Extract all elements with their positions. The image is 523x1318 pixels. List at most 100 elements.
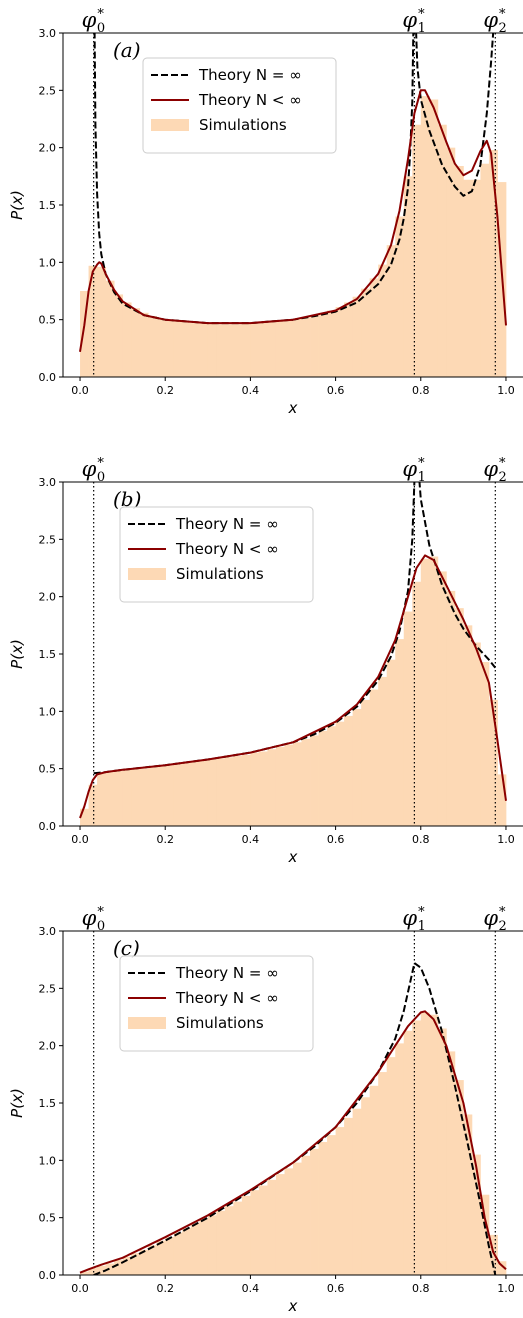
histogram-bar — [156, 318, 166, 377]
histogram-bar — [258, 1185, 268, 1275]
x-tick-label: 0.2 — [156, 384, 174, 397]
panel-2: 0.0 0.5 1.0 1.5 2.0 2.5 3.0 0.0 0.2 0.4 0.6 0.8 1.0 x… — [8, 456, 523, 866]
histogram-bar — [395, 1043, 405, 1275]
histogram-bar — [122, 769, 132, 826]
histogram-bar — [497, 774, 507, 826]
histogram-bar — [352, 1108, 362, 1275]
plot-area — [79, 482, 507, 826]
histogram-bar — [454, 1080, 464, 1275]
legend-box — [142, 57, 337, 154]
histogram-bar — [190, 323, 200, 377]
x-tick-label: 0.0 — [71, 1282, 89, 1295]
histogram-bar — [114, 770, 124, 826]
x-tick-label: 1.0 — [497, 1282, 515, 1295]
legend-swatch-fill — [128, 568, 166, 580]
histogram-bar — [139, 768, 149, 826]
histogram-bar — [293, 1162, 302, 1275]
x-tick-label: 0.8 — [412, 384, 430, 397]
histogram-bar — [352, 709, 362, 826]
histogram-bar — [344, 302, 354, 377]
curve-theory-inf — [93, 962, 497, 1275]
histogram-bar — [429, 99, 439, 377]
histogram-bar — [454, 608, 464, 826]
histogram-bar — [344, 1117, 354, 1275]
histogram-bar — [233, 324, 243, 377]
histogram-bar — [275, 746, 285, 826]
histogram-bar — [369, 1085, 379, 1275]
histogram-bar — [352, 296, 362, 377]
histogram-bar — [88, 265, 98, 377]
histogram-bar — [437, 571, 447, 826]
histogram-bar — [190, 1223, 200, 1275]
panel-1: 0.0 0.5 1.0 1.5 2.0 2.5 3.0 0.0 0.2 0.4 0.6 0.8 1.0 x… — [8, 7, 523, 417]
histogram-bar — [327, 310, 336, 377]
histogram-bar — [80, 291, 89, 377]
histogram-bar — [97, 266, 106, 377]
histogram-bar — [412, 124, 422, 377]
histogram-bar — [378, 676, 388, 826]
histogram-bar — [327, 1135, 336, 1275]
phi-label-2: φ* 2 — [483, 456, 507, 485]
histogram-bar — [258, 751, 268, 826]
histogram-bar — [463, 179, 473, 377]
legend-entry: Simulations — [176, 1014, 264, 1032]
histogram-bar — [241, 1195, 251, 1275]
histogram-bar — [114, 294, 124, 377]
histogram-bar — [437, 124, 447, 377]
histogram-bar — [403, 1030, 413, 1275]
histogram-bar — [250, 1190, 260, 1275]
histogram-bar — [131, 308, 141, 377]
histogram-bar — [241, 754, 251, 826]
histogram-bar — [131, 768, 141, 826]
histogram-bar — [335, 307, 345, 377]
x-tick-label: 1.0 — [497, 833, 515, 846]
histogram-bar — [420, 1012, 430, 1275]
histogram-bar — [80, 1271, 89, 1275]
histogram-bar — [412, 581, 422, 826]
y-tick-label: 0.0 — [39, 371, 57, 384]
x-tick-label: 0.0 — [71, 384, 89, 397]
x-axis-label: x — [288, 399, 298, 417]
histogram-bar — [267, 749, 277, 826]
histogram-bar — [105, 1263, 115, 1275]
histogram-bar — [301, 1155, 311, 1275]
histogram-bar — [148, 767, 158, 826]
histogram-bar — [122, 1256, 132, 1275]
histogram-bar — [114, 1260, 124, 1275]
histogram-bar — [429, 1014, 439, 1275]
histogram-bar — [122, 302, 132, 377]
histogram-bar — [310, 1148, 319, 1275]
phi-label-2: φ* 2 — [483, 905, 507, 934]
histogram-bar — [207, 1215, 217, 1275]
histogram-bar — [301, 738, 311, 826]
histogram-bar — [216, 758, 226, 826]
histogram-bar — [395, 639, 405, 826]
histogram-bar — [258, 321, 268, 377]
histogram-bar — [463, 1114, 473, 1275]
histogram-bar — [139, 1249, 149, 1275]
histogram-bar — [267, 321, 277, 377]
y-tick-label: 0.0 — [39, 1269, 57, 1282]
y-tick-label: 0.5 — [39, 763, 57, 776]
histogram-bar — [216, 1210, 226, 1275]
y-tick-label: 3.0 — [39, 476, 57, 489]
histogram-bar — [335, 721, 345, 826]
x-tick-label: 0.2 — [156, 1282, 174, 1295]
histogram-bar — [97, 1265, 106, 1275]
histogram-bar — [88, 784, 98, 826]
x-tick-label: 0.6 — [327, 833, 345, 846]
legend-entry: Theory N = ∞ — [198, 66, 302, 84]
histogram-bar — [361, 288, 371, 377]
histogram-bar — [233, 756, 243, 826]
x-axis-label: x — [288, 848, 298, 866]
phi-label-1: φ* 1 — [402, 456, 426, 485]
histogram-bar — [105, 280, 115, 377]
x-tick-label: 1.0 — [497, 384, 515, 397]
histogram-bar — [131, 1253, 141, 1275]
histogram-bar — [284, 1168, 294, 1275]
histogram-bar — [97, 773, 106, 826]
histogram-bar — [369, 278, 379, 377]
histogram-bar — [148, 316, 158, 377]
histogram-bar — [182, 762, 192, 826]
legend-entry: Theory N < ∞ — [175, 989, 279, 1007]
